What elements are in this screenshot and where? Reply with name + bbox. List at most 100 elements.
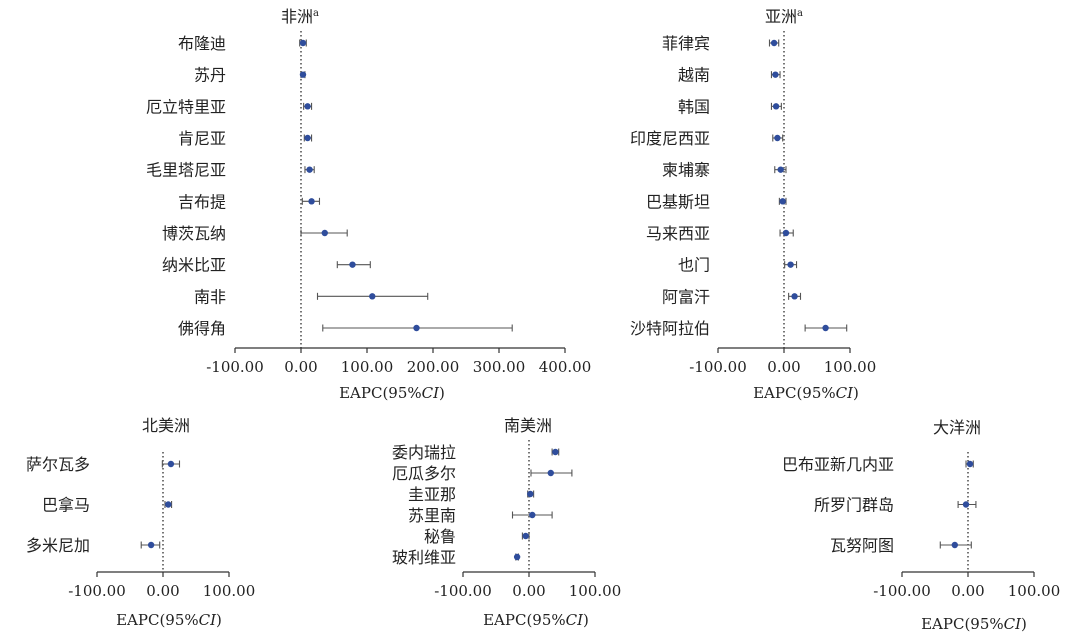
category-label: 玻利维亚 xyxy=(392,548,456,567)
x-axis-label-close: ) xyxy=(1021,615,1027,633)
category-label: 萨尔瓦多 xyxy=(26,455,90,474)
x-axis-label-close: ) xyxy=(583,611,589,629)
point-estimate xyxy=(552,448,559,456)
panel-title: 非洲a xyxy=(281,7,319,26)
x-tick-label: -100.00 xyxy=(689,358,747,376)
x-tick-label: -100.00 xyxy=(434,582,492,600)
category-label: 厄立特里亚 xyxy=(146,97,226,116)
north-america-panel: 北美洲-100.00 0.00 100.00EAPC(95%CI)萨尔瓦多巴拿马多米… xyxy=(26,416,255,629)
panel-title: 亚洲a xyxy=(765,7,803,26)
x-axis-label-text: EAPC(95% xyxy=(921,615,1004,633)
point-estimate xyxy=(787,261,794,268)
category-label: 纳米比亚 xyxy=(162,256,226,275)
category-label: 阿富汗 xyxy=(662,287,710,306)
category-label: 巴基斯坦 xyxy=(646,192,710,211)
point-estimate xyxy=(299,71,307,78)
point-estimate xyxy=(304,103,311,110)
category-label: 也门 xyxy=(678,256,710,275)
category-label: 吉布提 xyxy=(178,192,226,211)
category-label: 柬埔寨 xyxy=(662,161,710,180)
x-tick-label: 300.00 xyxy=(473,358,526,376)
category-label: 多米尼加 xyxy=(26,536,90,555)
category-label: 布隆迪 xyxy=(178,34,226,53)
x-axis-label: EAPC(95%CI) xyxy=(483,611,589,629)
x-tick-label: -100.00 xyxy=(206,358,264,376)
x-axis-label: EAPC(95%CI) xyxy=(116,611,222,629)
point-estimate xyxy=(369,293,376,300)
category-label: 苏里南 xyxy=(408,506,456,525)
x-tick-label: 100.00 xyxy=(341,358,394,376)
point-estimate xyxy=(777,166,784,173)
point-estimate xyxy=(529,511,536,519)
point-estimate xyxy=(547,469,554,477)
category-label: 博茨瓦纳 xyxy=(162,224,226,243)
category-label: 所罗门群岛 xyxy=(814,496,894,515)
point-estimate xyxy=(772,71,779,78)
x-tick-label: -100.00 xyxy=(873,582,931,600)
point-estimate xyxy=(772,103,780,110)
x-axis-label-text: EAPC(95% xyxy=(753,384,836,402)
category-label: 肯尼亚 xyxy=(178,129,226,148)
panel-title-superscript: a xyxy=(797,8,803,19)
asia-panel: 亚洲a -100.00 0.00 100.00 EAPC(95%CI) 菲律宾越南韩国印度… xyxy=(630,7,876,402)
panel-title: 南美洲 xyxy=(504,416,552,435)
point-estimate xyxy=(770,39,778,47)
point-estimate xyxy=(966,460,974,468)
x-axis-label-ci: CI xyxy=(422,384,440,402)
point-estimate xyxy=(321,229,328,237)
category-label: 马来西亚 xyxy=(646,224,710,243)
x-tick-label: 0.00 xyxy=(146,582,179,600)
oceania-panel: 大洋洲-100.00 0.00 100.00EAPC(95%CI)巴布亚新几内亚所罗… xyxy=(782,418,1060,633)
point-estimate xyxy=(782,229,790,237)
category-label: 秘鲁 xyxy=(424,527,456,546)
x-tick-label: 400.00 xyxy=(539,358,592,376)
point-estimate xyxy=(304,134,311,142)
category-label: 印度尼西亚 xyxy=(630,129,710,148)
x-axis-label-ci: CI xyxy=(836,384,854,402)
x-tick-label: 100.00 xyxy=(203,582,256,600)
x-axis-label-ci: CI xyxy=(199,611,217,629)
category-label: 瓦努阿图 xyxy=(830,536,894,555)
x-tick-label: 200.00 xyxy=(407,358,460,376)
x-axis-label-text: EAPC(95% xyxy=(116,611,199,629)
x-axis-label-text: EAPC(95% xyxy=(483,611,566,629)
category-label: 毛里塔尼亚 xyxy=(146,161,226,180)
x-axis-label-ci: CI xyxy=(1004,615,1022,633)
point-estimate xyxy=(822,324,829,332)
point-estimate xyxy=(306,166,313,173)
point-estimate xyxy=(167,460,175,468)
x-tick-label: 100.00 xyxy=(1008,582,1061,600)
south-america-panel: 南美洲-100.00 0.00 100.00EAPC(95%CI)委内瑞拉厄瓜多尔圭… xyxy=(392,416,621,629)
point-estimate xyxy=(165,501,172,508)
category-label: 韩国 xyxy=(678,97,710,116)
point-estimate xyxy=(527,490,534,498)
x-axis-label-close: ) xyxy=(853,384,859,402)
point-estimate xyxy=(779,198,786,205)
category-label: 越南 xyxy=(678,66,710,85)
category-label: 苏丹 xyxy=(194,66,226,85)
x-tick-label: -100.00 xyxy=(68,582,126,600)
category-label: 菲律宾 xyxy=(662,34,710,53)
point-estimate xyxy=(962,501,970,508)
x-axis-label-close: ) xyxy=(216,611,222,629)
x-axis-label-text: EAPC(95% xyxy=(339,384,422,402)
point-estimate xyxy=(513,553,521,561)
category-label: 巴布亚新几内亚 xyxy=(782,455,894,474)
point-estimate xyxy=(349,261,356,268)
x-tick-label: 0.00 xyxy=(284,358,317,376)
point-estimate xyxy=(522,532,529,540)
point-estimate xyxy=(774,134,781,142)
point-estimate xyxy=(951,541,958,549)
x-axis-label: EAPC(95%CI) xyxy=(921,615,1027,633)
x-axis-label-ci: CI xyxy=(566,611,584,629)
x-axis-label: EAPC(95%CI) xyxy=(339,384,445,402)
category-label: 巴拿马 xyxy=(42,496,90,515)
x-tick-label: 100.00 xyxy=(824,358,877,376)
category-label: 沙特阿拉伯 xyxy=(630,319,710,338)
panel-title-superscript: a xyxy=(313,8,319,19)
category-label: 厄瓜多尔 xyxy=(392,464,456,483)
category-label: 圭亚那 xyxy=(408,485,456,504)
x-tick-label: 0.00 xyxy=(512,582,545,600)
x-tick-label: 100.00 xyxy=(569,582,622,600)
